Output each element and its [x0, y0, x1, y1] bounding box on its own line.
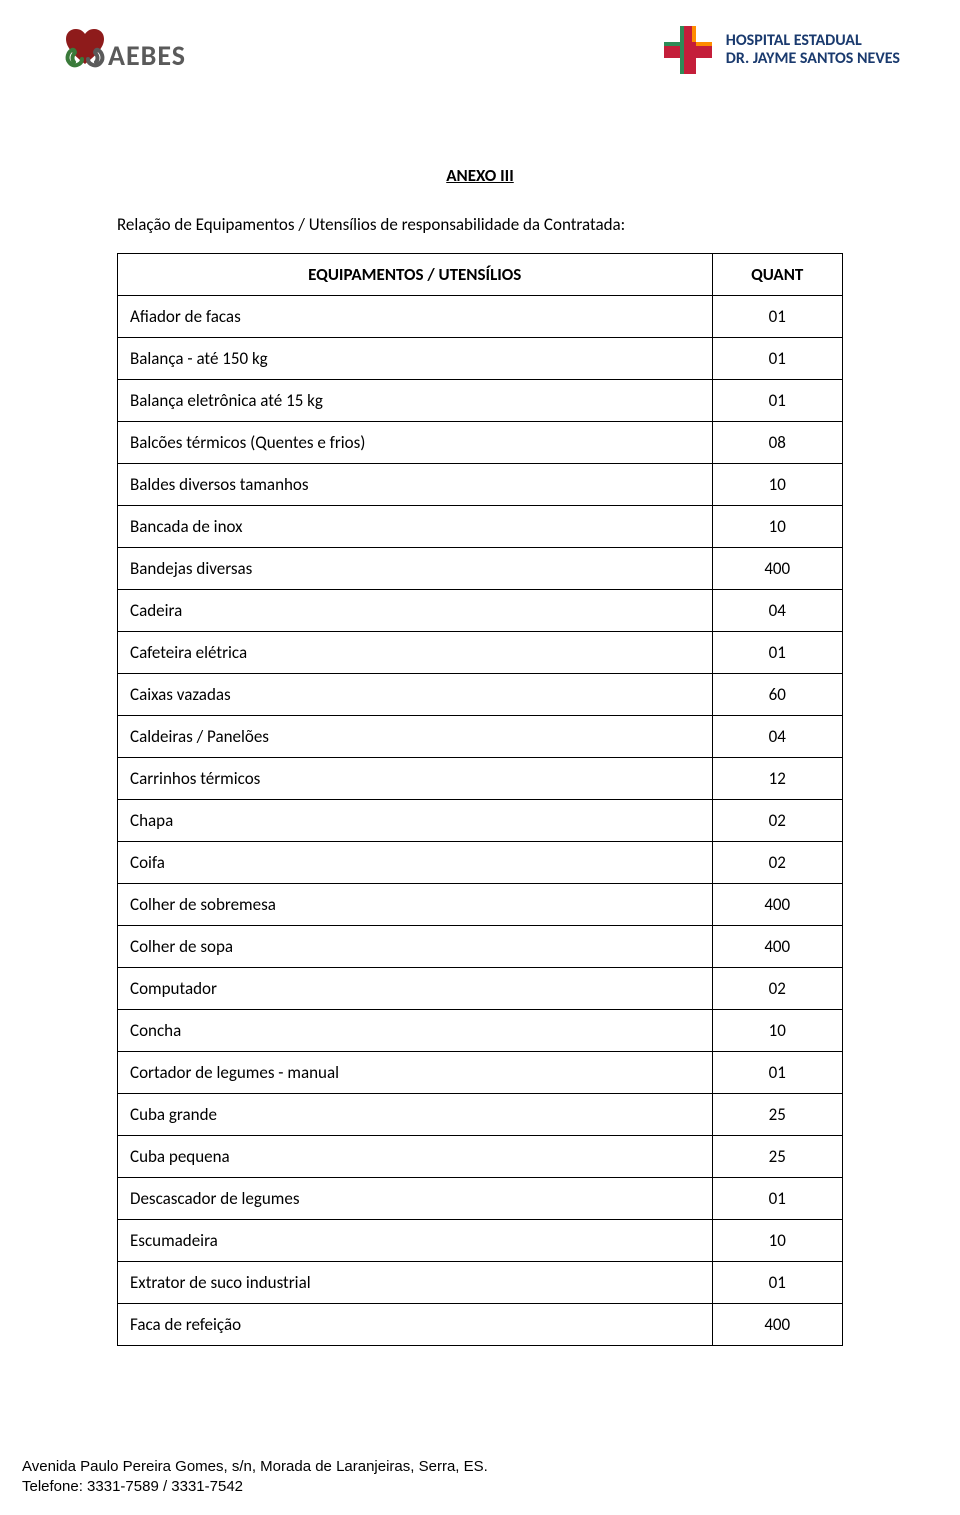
quant-cell: 01 — [712, 296, 843, 338]
quant-cell: 25 — [712, 1136, 843, 1178]
table-row: Cuba grande25 — [118, 1094, 843, 1136]
equip-cell: Cuba pequena — [118, 1136, 713, 1178]
table-row: Cortador de legumes - manual01 — [118, 1052, 843, 1094]
table-row: Coifa02 — [118, 842, 843, 884]
table-row: Cafeteira elétrica01 — [118, 632, 843, 674]
table-row: Extrator de suco industrial01 — [118, 1262, 843, 1304]
quant-cell: 400 — [712, 548, 843, 590]
equip-cell: Colher de sopa — [118, 926, 713, 968]
equip-cell: Cafeteira elétrica — [118, 632, 713, 674]
equip-cell: Caldeiras / Panelões — [118, 716, 713, 758]
table-row: Afiador de facas01 — [118, 296, 843, 338]
hospital-logo: HOSPITAL ESTADUAL DR. JAYME SANTOS NEVES — [658, 20, 900, 80]
equip-cell: Concha — [118, 1010, 713, 1052]
equip-cell: Afiador de facas — [118, 296, 713, 338]
table-row: Cuba pequena25 — [118, 1136, 843, 1178]
table-row: Bandejas diversas400 — [118, 548, 843, 590]
table-row: Caldeiras / Panelões04 — [118, 716, 843, 758]
document-title: ANEXO III — [117, 165, 843, 186]
equip-cell: Chapa — [118, 800, 713, 842]
hospital-text: HOSPITAL ESTADUAL DR. JAYME SANTOS NEVES — [726, 32, 900, 67]
heart-icon — [60, 22, 110, 72]
quant-cell: 10 — [712, 464, 843, 506]
equipment-table: EQUIPAMENTOS / UTENSÍLIOS QUANT Afiador … — [117, 253, 843, 1346]
quant-cell: 400 — [712, 884, 843, 926]
document-subtitle: Relação de Equipamentos / Utensílios de … — [117, 214, 843, 235]
quant-cell: 400 — [712, 926, 843, 968]
table-row: Faca de refeição400 — [118, 1304, 843, 1346]
equip-cell: Escumadeira — [118, 1220, 713, 1262]
quant-cell: 02 — [712, 968, 843, 1010]
equip-cell: Extrator de suco industrial — [118, 1262, 713, 1304]
cross-icon — [658, 20, 718, 80]
equip-cell: Cortador de legumes - manual — [118, 1052, 713, 1094]
table-header-row: EQUIPAMENTOS / UTENSÍLIOS QUANT — [118, 254, 843, 296]
quant-cell: 60 — [712, 674, 843, 716]
table-row: Chapa02 — [118, 800, 843, 842]
footer-address: Avenida Paulo Pereira Gomes, s/n, Morada… — [22, 1457, 488, 1477]
equip-cell: Descascador de legumes — [118, 1178, 713, 1220]
hospital-line2: DR. JAYME SANTOS NEVES — [726, 50, 900, 68]
table-row: Baldes diversos tamanhos10 — [118, 464, 843, 506]
table-row: Descascador de legumes01 — [118, 1178, 843, 1220]
table-row: Colher de sopa400 — [118, 926, 843, 968]
table-row: Balança eletrônica até 15 kg01 — [118, 380, 843, 422]
table-row: Balcões térmicos (Quentes e frios)08 — [118, 422, 843, 464]
quant-cell: 25 — [712, 1094, 843, 1136]
equip-cell: Faca de refeição — [118, 1304, 713, 1346]
page-footer: Avenida Paulo Pereira Gomes, s/n, Morada… — [22, 1457, 488, 1498]
quant-cell: 02 — [712, 842, 843, 884]
header-quant: QUANT — [712, 254, 843, 296]
quant-cell: 10 — [712, 1220, 843, 1262]
equip-cell: Caixas vazadas — [118, 674, 713, 716]
table-row: Balança - até 150 kg01 — [118, 338, 843, 380]
table-row: Computador02 — [118, 968, 843, 1010]
aebes-logo: AEBES — [60, 20, 186, 73]
quant-cell: 04 — [712, 590, 843, 632]
equip-cell: Colher de sobremesa — [118, 884, 713, 926]
quant-cell: 01 — [712, 632, 843, 674]
quant-cell: 04 — [712, 716, 843, 758]
table-row: Escumadeira10 — [118, 1220, 843, 1262]
quant-cell: 10 — [712, 506, 843, 548]
equip-cell: Bancada de inox — [118, 506, 713, 548]
equip-cell: Computador — [118, 968, 713, 1010]
table-row: Cadeira04 — [118, 590, 843, 632]
table-row: Colher de sobremesa400 — [118, 884, 843, 926]
quant-cell: 01 — [712, 1262, 843, 1304]
quant-cell: 01 — [712, 1052, 843, 1094]
equip-cell: Balcões térmicos (Quentes e frios) — [118, 422, 713, 464]
table-row: Bancada de inox10 — [118, 506, 843, 548]
quant-cell: 02 — [712, 800, 843, 842]
equip-cell: Bandejas diversas — [118, 548, 713, 590]
equip-cell: Balança eletrônica até 15 kg — [118, 380, 713, 422]
table-row: Carrinhos térmicos12 — [118, 758, 843, 800]
equip-cell: Balança - até 150 kg — [118, 338, 713, 380]
aebes-text: AEBES — [108, 38, 186, 73]
quant-cell: 08 — [712, 422, 843, 464]
equip-cell: Cuba grande — [118, 1094, 713, 1136]
quant-cell: 01 — [712, 380, 843, 422]
quant-cell: 12 — [712, 758, 843, 800]
page-header: AEBES HOSPITAL ESTADUAL DR. JAYME SANTOS… — [0, 20, 960, 120]
quant-cell: 01 — [712, 1178, 843, 1220]
document-content: ANEXO III Relação de Equipamentos / Uten… — [117, 165, 843, 1346]
equip-cell: Cadeira — [118, 590, 713, 632]
quant-cell: 400 — [712, 1304, 843, 1346]
equip-cell: Coifa — [118, 842, 713, 884]
quant-cell: 01 — [712, 338, 843, 380]
hospital-line1: HOSPITAL ESTADUAL — [726, 32, 900, 50]
quant-cell: 10 — [712, 1010, 843, 1052]
footer-phone: Telefone: 3331-7589 / 3331-7542 — [22, 1477, 488, 1497]
table-row: Caixas vazadas60 — [118, 674, 843, 716]
equip-cell: Baldes diversos tamanhos — [118, 464, 713, 506]
table-row: Concha10 — [118, 1010, 843, 1052]
header-equipamentos: EQUIPAMENTOS / UTENSÍLIOS — [118, 254, 713, 296]
equip-cell: Carrinhos térmicos — [118, 758, 713, 800]
